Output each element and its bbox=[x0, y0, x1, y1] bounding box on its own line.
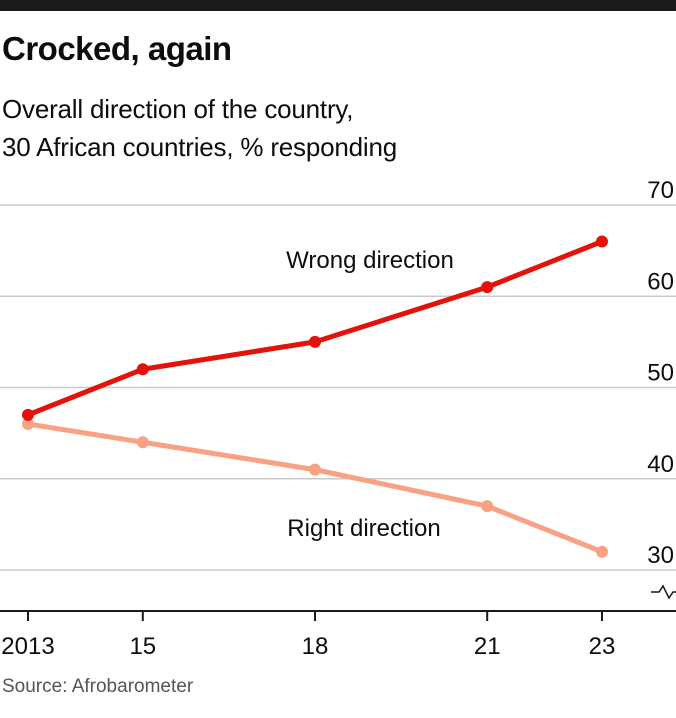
series-layer bbox=[22, 235, 608, 558]
chart-title: Crocked, again bbox=[2, 30, 232, 67]
x-tick-label-21: 21 bbox=[474, 633, 501, 660]
y-tick-labels: 30 40 50 60 70 bbox=[647, 177, 674, 569]
series-wrong-direction bbox=[22, 235, 608, 421]
data-point-right-direction-2015 bbox=[136, 436, 149, 449]
series-label-right-direction: Right direction bbox=[287, 515, 440, 542]
subtitle-line-2: 30 African countries, % responding bbox=[2, 132, 397, 162]
source-note: Source: Afrobarometer bbox=[2, 676, 194, 697]
x-tick-label-23: 23 bbox=[589, 633, 616, 660]
series-label-wrong-direction: Wrong direction bbox=[286, 247, 454, 274]
subtitle-line-1: Overall direction of the country, bbox=[2, 94, 354, 124]
grid-lines bbox=[0, 204, 676, 571]
y-tick-label-60: 60 bbox=[647, 268, 674, 295]
y-tick-label-50: 50 bbox=[647, 360, 674, 387]
top-bar bbox=[0, 0, 676, 11]
data-point-right-direction-2013 bbox=[22, 418, 34, 430]
data-point-wrong-direction-2013 bbox=[22, 408, 34, 421]
data-point-wrong-direction-2015 bbox=[136, 363, 149, 376]
data-point-right-direction-2021 bbox=[481, 500, 494, 513]
x-tick-label-2013: 2013 bbox=[1, 633, 54, 660]
chart-subtitle: Overall direction of the country, 30 Afr… bbox=[2, 90, 397, 166]
data-point-right-direction-2018 bbox=[309, 463, 321, 476]
y-tick-label-70: 70 bbox=[647, 177, 674, 204]
x-tick-label-18: 18 bbox=[302, 633, 329, 660]
y-tick-label-40: 40 bbox=[647, 451, 674, 478]
series-right-direction bbox=[22, 418, 608, 558]
data-point-right-direction-2023 bbox=[596, 545, 608, 558]
y-tick-label-30: 30 bbox=[647, 542, 674, 569]
data-point-wrong-direction-2023 bbox=[596, 235, 608, 248]
axis-break-icon bbox=[651, 584, 676, 600]
x-tick-labels: 2013 15 18 21 23 bbox=[1, 633, 615, 660]
x-tick-label-15: 15 bbox=[129, 633, 156, 660]
data-point-wrong-direction-2018 bbox=[309, 335, 321, 348]
x-axis bbox=[0, 584, 676, 621]
data-point-wrong-direction-2021 bbox=[481, 281, 494, 294]
series-labels: Wrong direction Right direction bbox=[286, 247, 454, 542]
